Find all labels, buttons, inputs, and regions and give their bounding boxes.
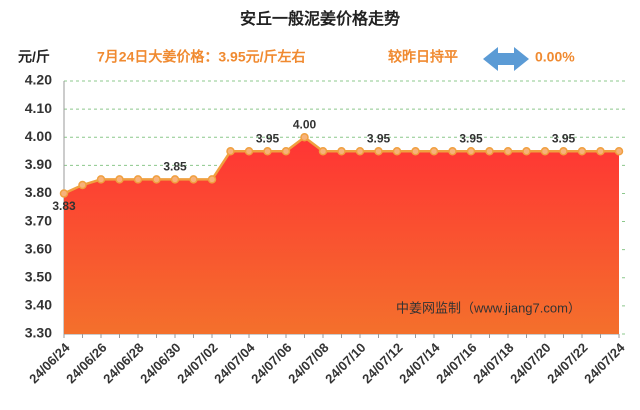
- area: [64, 137, 619, 334]
- point: [374, 147, 383, 156]
- y-tick-label: 3.40: [25, 297, 52, 313]
- value-label: 3.85: [163, 160, 187, 174]
- value-label: 3.95: [552, 131, 576, 145]
- point: [429, 147, 439, 156]
- point: [189, 175, 198, 184]
- point: [96, 175, 106, 184]
- y-tick-label: 3.30: [25, 325, 52, 341]
- headline: 7月24日大姜价格：3.95元/斤左右: [97, 49, 306, 65]
- value-label: 3.95: [459, 131, 483, 145]
- watermark: 中姜网监制（www.jiang7.com）: [396, 300, 581, 315]
- chart-title: 安丘一般泥姜价格走势: [240, 9, 400, 28]
- point: [318, 147, 328, 156]
- y-tick-label: 3.60: [25, 240, 52, 256]
- point: [559, 147, 568, 156]
- y-tick-label: 4.10: [25, 100, 52, 116]
- point: [300, 132, 309, 142]
- change-text: 较昨日持平: [388, 49, 458, 65]
- point: [522, 147, 531, 156]
- point: [244, 147, 254, 156]
- point: [263, 147, 272, 156]
- point: [392, 147, 402, 156]
- point: [281, 147, 291, 156]
- point: [577, 147, 587, 156]
- y-tick-label: 3.80: [25, 184, 52, 200]
- point: [466, 147, 476, 156]
- y-tick-label: 3.50: [25, 268, 52, 284]
- y-tick-label: 4.00: [25, 128, 52, 144]
- value-label: 4.00: [293, 117, 317, 131]
- point: [337, 147, 346, 156]
- point: [355, 147, 365, 156]
- value-label: 3.83: [52, 199, 76, 213]
- point: [614, 147, 624, 156]
- point: [170, 175, 180, 184]
- change-value: 0.00%: [535, 49, 575, 65]
- point: [152, 175, 161, 184]
- y-tick-label: 4.20: [25, 72, 52, 88]
- point: [448, 147, 457, 156]
- point: [226, 147, 235, 156]
- value-label: 3.95: [367, 131, 391, 145]
- x-tick-label: 24/07/24: [581, 339, 628, 386]
- point: [596, 147, 605, 156]
- point: [133, 175, 143, 184]
- y-tick-label: 3.70: [25, 212, 52, 228]
- y-tick-label: 3.90: [25, 156, 52, 172]
- point: [59, 189, 69, 198]
- value-label: 3.95: [256, 131, 280, 145]
- point: [503, 147, 513, 156]
- point: [540, 147, 550, 156]
- point: [115, 175, 124, 184]
- point: [207, 175, 217, 184]
- point: [78, 180, 87, 190]
- y-unit: 元/斤: [18, 49, 50, 65]
- point: [411, 147, 420, 156]
- point: [485, 147, 494, 156]
- flat-arrow-icon: [483, 47, 529, 71]
